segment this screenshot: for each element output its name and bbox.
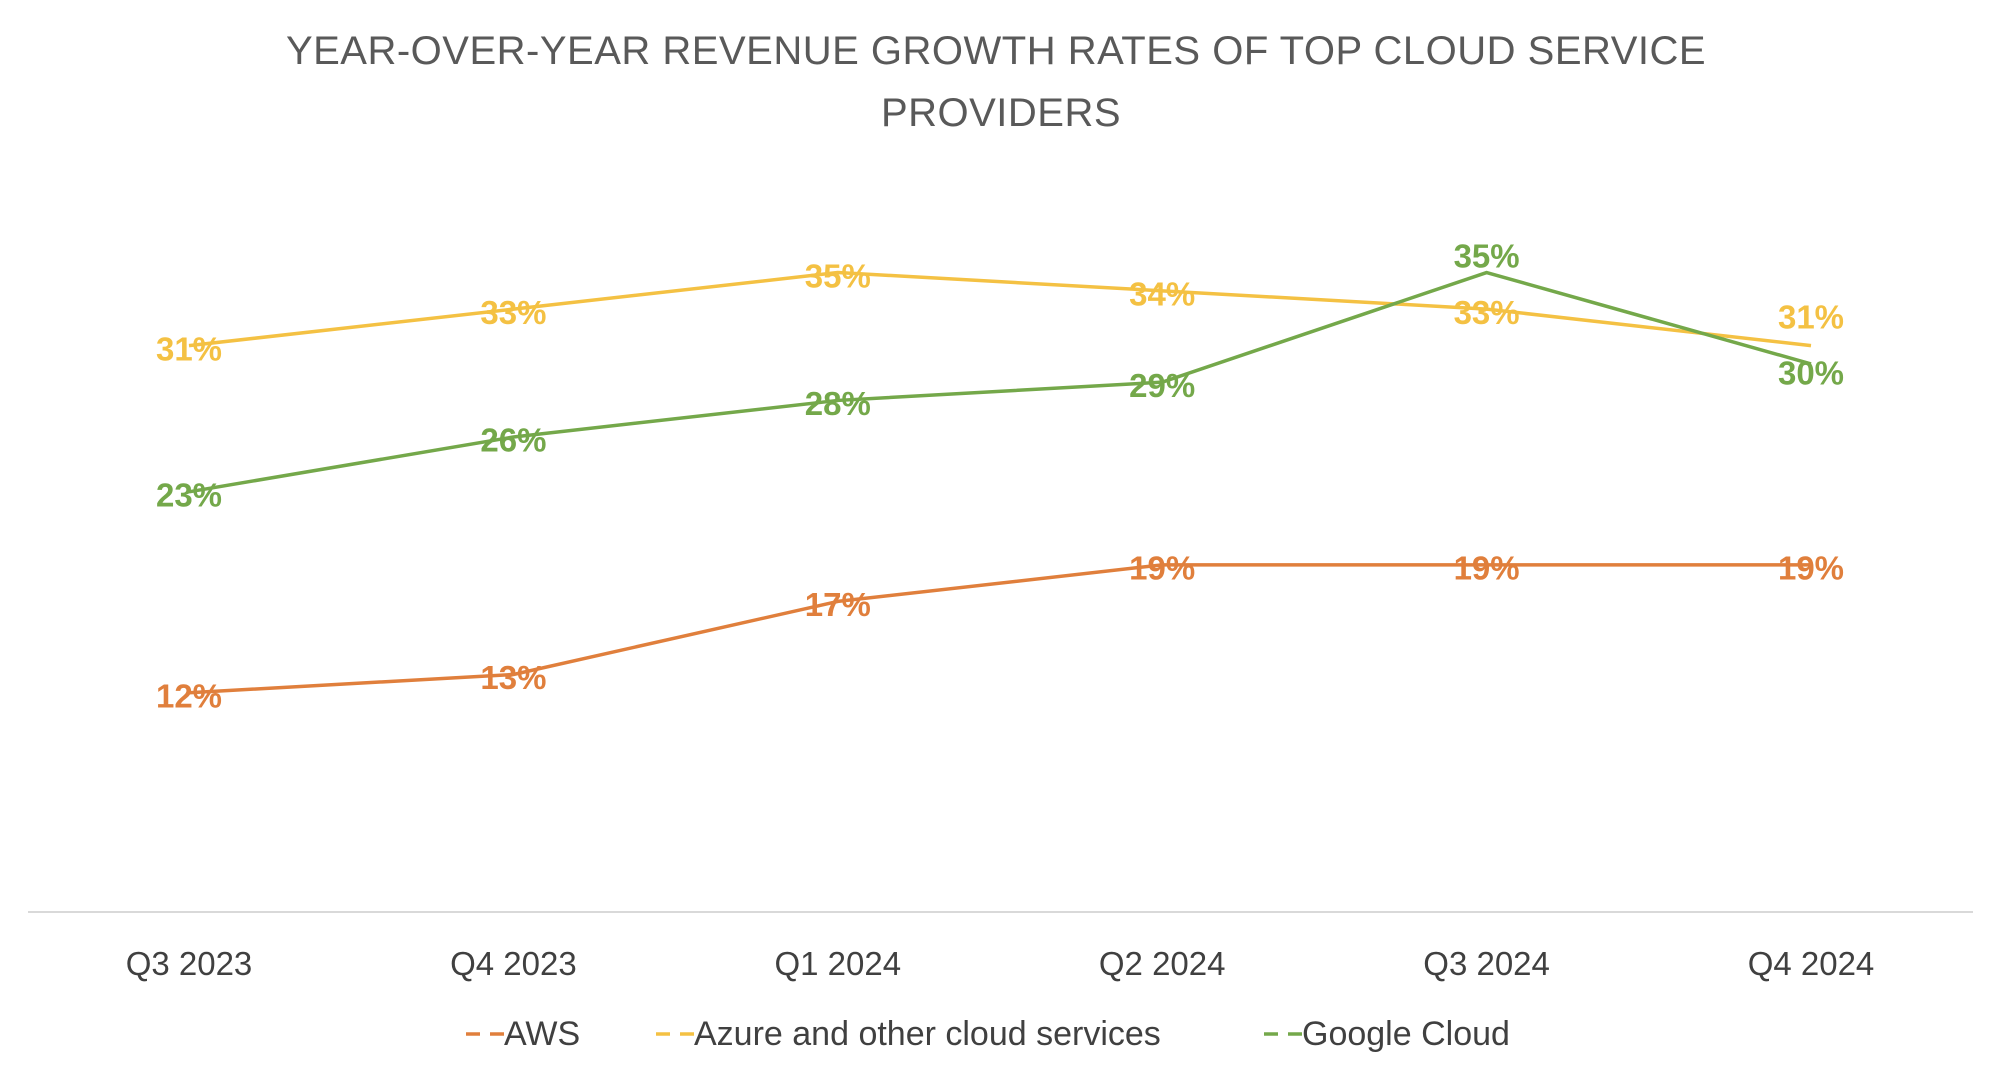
legend-label: Google Cloud	[1302, 1015, 1510, 1053]
data-label: 30%	[1778, 355, 1844, 392]
data-label: 34%	[1129, 276, 1195, 313]
data-label: 35%	[1454, 237, 1520, 274]
data-label: 29%	[1129, 367, 1195, 404]
legend-item: Azure and other cloud services	[656, 1015, 1161, 1053]
data-label: 28%	[805, 385, 871, 422]
x-tick-label: Q3 2024	[1423, 945, 1550, 982]
x-tick-label: Q2 2024	[1099, 945, 1226, 982]
chart-title-line-1: YEAR-OVER-YEAR REVENUE GROWTH RATES OF T…	[286, 29, 1706, 73]
series-line-aws	[188, 563, 1811, 695]
chart-title-line-2: PROVIDERS	[881, 91, 1121, 135]
data-label: 19%	[1129, 550, 1195, 587]
data-label: 35%	[805, 257, 871, 294]
data-label: 19%	[1454, 550, 1520, 587]
series-line-google-cloud	[188, 270, 1812, 494]
legend-label: AWS	[504, 1015, 580, 1053]
data-label: 19%	[1778, 550, 1844, 587]
data-label: 17%	[805, 586, 871, 623]
data-label: 26%	[480, 422, 546, 459]
legend-item: Google Cloud	[1264, 1015, 1510, 1053]
x-tick-label: Q1 2024	[774, 945, 901, 982]
data-label: 13%	[480, 659, 546, 696]
x-tick-label: Q3 2023	[126, 945, 253, 982]
data-label: 23%	[156, 477, 222, 514]
x-tick-label: Q4 2023	[450, 945, 577, 982]
series-line-azure-and-other-cloud-services	[188, 270, 1812, 348]
legend-item: AWS	[466, 1015, 580, 1053]
x-tick-label: Q4 2024	[1748, 945, 1875, 982]
legend-label: Azure and other cloud services	[694, 1015, 1161, 1053]
data-label: 12%	[156, 677, 222, 714]
data-label: 31%	[156, 330, 222, 367]
data-label: 31%	[1778, 298, 1844, 335]
data-label: 33%	[1454, 294, 1520, 331]
data-label: 33%	[480, 294, 546, 331]
